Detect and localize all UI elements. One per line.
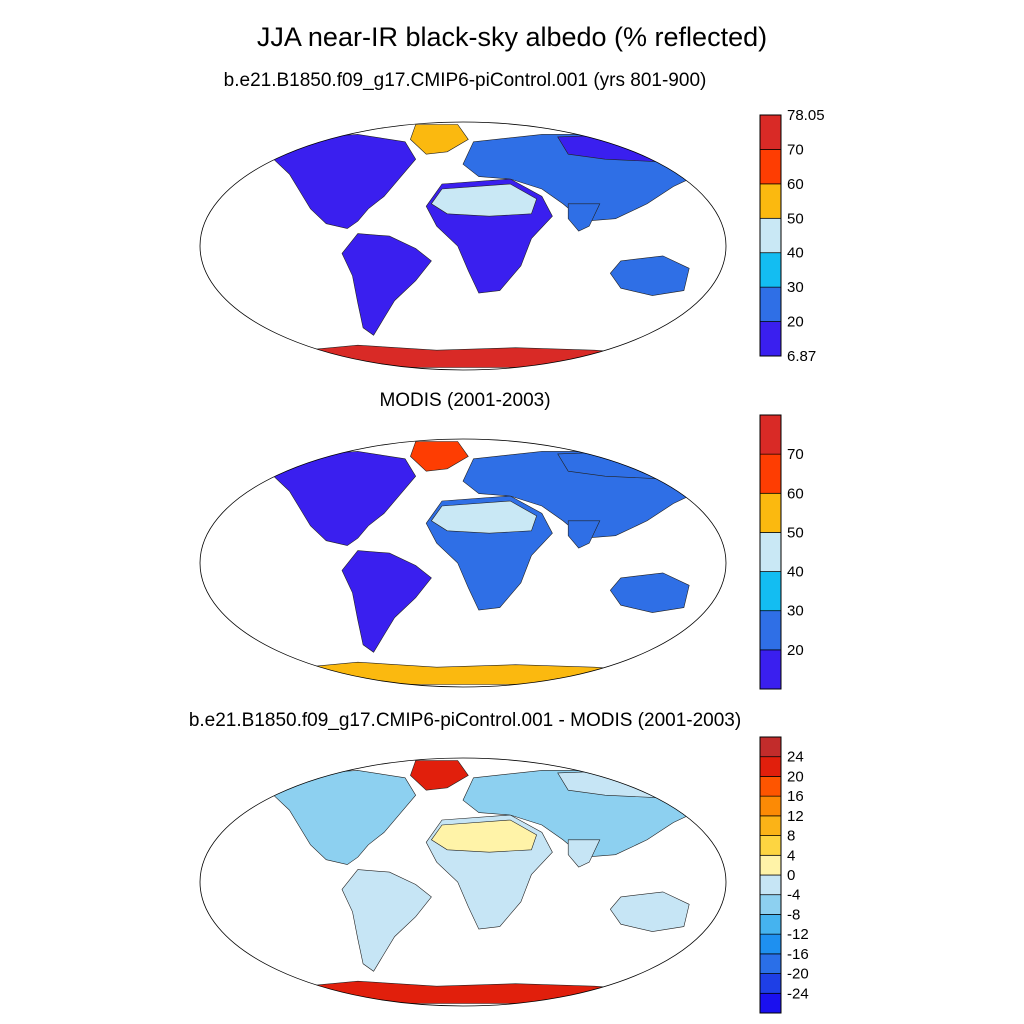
colorbar-tick-label: 78.05	[787, 107, 825, 124]
colorbar-obs: 20 30 40 50 60 70	[759, 414, 804, 690]
colorbar-swatch	[759, 894, 782, 915]
colorbar-swatch	[759, 953, 782, 974]
region-greenland	[410, 124, 469, 155]
colorbar-tick-label: -4	[787, 887, 800, 904]
colorbar-tick-label: 30	[787, 279, 804, 296]
colorbar-tick-label: 50	[787, 210, 804, 227]
region-australia	[609, 255, 690, 296]
colorbar-tick-label: 30	[787, 603, 804, 620]
colorbar-tick-label: 40	[787, 245, 804, 262]
colorbar-tick-label: 60	[787, 485, 804, 502]
colorbar-tick-label: 60	[787, 176, 804, 193]
region-south-america	[341, 869, 432, 972]
colorbar-tick-label: -8	[787, 906, 800, 923]
colorbar-tick-label: 4	[787, 847, 795, 864]
colorbar-swatch	[759, 933, 782, 955]
colorbar-frame	[759, 114, 782, 357]
region-india	[567, 520, 601, 549]
colorbar-tick-label: 6.87	[787, 348, 816, 365]
colorbar-tick-label: 0	[787, 867, 795, 884]
region-north-america	[251, 451, 417, 546]
region-india	[567, 203, 601, 232]
colorbar-tick-label: 24	[787, 749, 804, 766]
colorbar-tick-label: 8	[787, 828, 795, 845]
colorbar-tick-label: 40	[787, 564, 804, 581]
region-australia	[609, 572, 690, 613]
colorbar-swatch	[759, 736, 782, 758]
colorbar-swatch	[759, 776, 782, 797]
colorbar-tick-label: 50	[787, 524, 804, 541]
figure-title: JJA near-IR black-sky albedo (% reflecte…	[256, 22, 768, 52]
colorbar-swatch	[759, 854, 782, 876]
colorbar-frame	[759, 736, 782, 1014]
map-frame	[199, 757, 727, 1007]
colorbar-swatch	[759, 874, 782, 896]
colorbar-tick-label: 70	[787, 446, 804, 463]
colorbar-tick-label: -12	[787, 926, 809, 943]
map-frame	[199, 438, 727, 688]
region-sahara	[430, 183, 537, 217]
colorbar-swatch	[759, 835, 782, 856]
region-south-america	[341, 233, 432, 336]
colorbar-swatch	[759, 992, 782, 1014]
panel-title-model: b.e21.B1850.f09_g17.CMIP6-piControl.001 …	[223, 70, 707, 91]
region-north-america	[251, 134, 417, 229]
region-south-america	[341, 550, 432, 653]
panel-title-diff: b.e21.B1850.f09_g17.CMIP6-piControl.001 …	[188, 710, 742, 731]
colorbar-tick-label: 20	[787, 642, 804, 659]
panel-title-obs: MODIS (2001-2003)	[379, 390, 551, 411]
colorbar-tick-label: 20	[787, 768, 804, 785]
colorbar-swatch	[759, 815, 782, 836]
region-sahara	[430, 500, 537, 534]
colorbar-tick-label: 12	[787, 808, 804, 825]
colorbar-tick-label: -16	[787, 946, 809, 963]
colorbar-frame	[759, 414, 782, 690]
colorbar-model: 6.87 20 30 40 50 60 70 78.05	[759, 107, 825, 365]
region-australia	[609, 891, 690, 932]
colorbar-tick-label: -24	[787, 985, 809, 1002]
colorbar-tick-label: -20	[787, 966, 809, 983]
colorbar-swatch	[759, 795, 782, 817]
colorbar-tick-label: 70	[787, 141, 804, 158]
colorbar-tick-label: 16	[787, 788, 804, 805]
colorbar-swatch	[759, 914, 782, 935]
region-greenland	[410, 760, 469, 791]
map-frame	[199, 121, 727, 371]
region-greenland	[410, 441, 469, 472]
region-north-america	[251, 770, 417, 865]
colorbar-tick-label: 20	[787, 314, 804, 331]
colorbar-swatch	[759, 973, 782, 994]
colorbar-swatch	[759, 756, 782, 777]
region-india	[567, 839, 601, 868]
colorbar-diff: -24 -20 -16 -12 -8 -4 0 4 8 12 16 20 24	[759, 736, 809, 1014]
region-sahara	[430, 819, 537, 853]
